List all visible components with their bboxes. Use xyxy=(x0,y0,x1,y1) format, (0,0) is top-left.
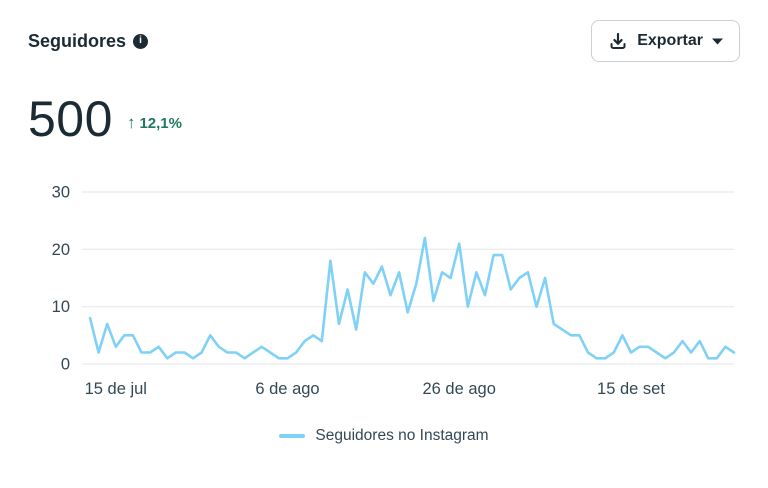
svg-text:30: 30 xyxy=(52,184,70,202)
svg-text:6 de ago: 6 de ago xyxy=(255,380,319,398)
trend-percentage: 12,1% xyxy=(139,115,182,132)
svg-text:15 de jul: 15 de jul xyxy=(85,380,147,398)
title-group: Seguidores i xyxy=(28,30,149,52)
svg-text:0: 0 xyxy=(61,356,70,374)
svg-text:15 de set: 15 de set xyxy=(597,380,665,398)
page-title: Seguidores xyxy=(28,30,127,51)
card-header: Seguidores i Exportar xyxy=(28,20,740,62)
legend: Seguidores no Instagram xyxy=(28,427,740,445)
followers-count: 500 xyxy=(28,91,113,147)
download-icon xyxy=(608,31,628,51)
chart-area: 0 10 20 30 15 de jul 6 de ago 26 de ago 15 de s… xyxy=(28,176,740,413)
svg-text:10: 10 xyxy=(52,298,70,316)
chevron-down-icon xyxy=(712,38,723,45)
export-button[interactable]: Exportar xyxy=(591,20,740,62)
svg-text:26 de ago: 26 de ago xyxy=(422,380,495,398)
export-button-label: Exportar xyxy=(637,32,703,49)
info-icon[interactable]: i xyxy=(133,33,149,49)
legend-label: Seguidores no Instagram xyxy=(315,427,489,444)
metric-row: 500 ↑ 12,1% xyxy=(28,94,740,144)
legend-line-swatch xyxy=(279,434,306,438)
svg-text:20: 20 xyxy=(52,241,70,259)
legend-item[interactable]: Seguidores no Instagram xyxy=(279,427,489,445)
trend-up-arrow-icon: ↑ xyxy=(126,113,136,132)
trend-indicator: ↑ 12,1% xyxy=(127,113,182,133)
followers-chart: 0 10 20 30 15 de jul 6 de ago 26 de ago 15 de s… xyxy=(52,184,736,398)
